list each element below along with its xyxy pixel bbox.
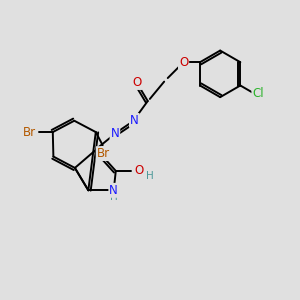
- Text: O: O: [133, 76, 142, 89]
- Text: O: O: [134, 164, 143, 177]
- Text: Br: Br: [97, 147, 110, 160]
- Text: Cl: Cl: [252, 87, 264, 100]
- Text: N: N: [109, 184, 118, 197]
- Text: H: H: [110, 192, 118, 202]
- Text: N: N: [110, 128, 119, 140]
- Text: H: H: [146, 171, 154, 181]
- Text: Br: Br: [23, 126, 36, 139]
- Text: N: N: [130, 114, 139, 127]
- Text: O: O: [179, 56, 188, 69]
